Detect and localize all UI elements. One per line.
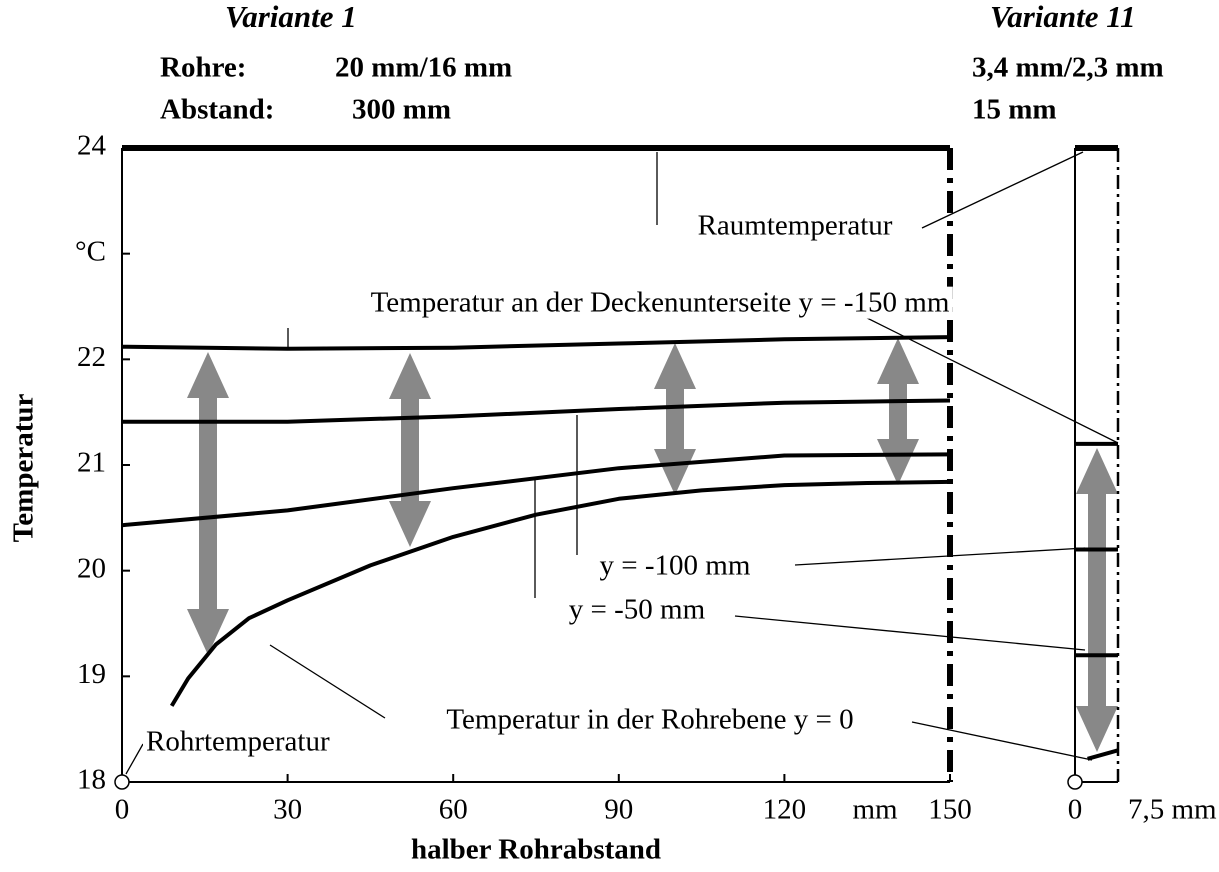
series-label: Temperatur an der Deckenunterseite y = -… [371,287,950,319]
label-bg [143,725,333,758]
subtitle: 15 mm [972,94,1057,126]
x-tick-label: 30 [273,794,302,826]
series-label: y = -100 mm [600,550,751,582]
leader [269,644,386,719]
y-tick-label: 20 [77,552,106,584]
series-line [121,452,951,528]
leader-lines [125,151,1119,775]
y-tick-label: 22 [77,341,106,373]
y-axis-label: Temperatur [8,394,40,543]
label-bg [367,286,953,319]
arrow [654,343,696,495]
series-line [122,398,951,424]
subtitle: 20 mm/16 mm [335,52,512,84]
x-axis-label: halber Rohrabstand [411,834,661,866]
y-tick-label: 18 [77,764,106,796]
x-unit: mm [852,794,898,826]
x-tick-label: 90 [604,794,633,826]
chart-title: Variante 1 [225,0,357,34]
pipe-marker [1067,774,1083,790]
leader [921,151,1084,229]
series-line [1087,748,1119,761]
series-line [169,479,951,707]
subtitle: 300 mm [352,94,451,126]
label-bg [694,209,896,242]
y-tick-label: 19 [77,658,106,690]
leader [125,743,144,775]
subtitle: 3,4 mm/2,3 mm [972,52,1164,84]
series-label: Raumtemperatur [698,210,893,242]
pipe-marker [114,774,130,790]
series-label: Temperatur in der Rohrebene y = 0 [446,704,853,736]
label-bg [565,593,709,626]
leader [911,721,1093,761]
arrow [187,352,229,655]
leader [734,615,1086,651]
series-line [121,335,951,351]
arrow [1076,448,1118,752]
x-tick-label: 60 [439,794,468,826]
x-tick-label: 7,5 mm [1128,794,1217,826]
x-tick-label: 150 [928,794,972,826]
label-bg [443,703,857,736]
leader [794,547,1086,566]
y-tick-label: 21 [77,447,106,479]
y-tick-label: 24 [77,130,107,162]
arrow [389,353,431,547]
x-tick-label: 0 [115,794,130,826]
x-tick-label: 120 [763,794,807,826]
label-bg [596,549,754,582]
y-tick-label: °C [75,235,106,267]
subtitle: Rohre: [160,52,246,84]
series-label: y = -50 mm [569,594,706,626]
chart-title: Variante 11 [990,0,1136,34]
series-label: Rohrtemperatur [146,726,330,758]
x-tick-label: 0 [1068,794,1083,826]
subtitle: Abstand: [160,94,274,126]
arrow [877,338,919,485]
